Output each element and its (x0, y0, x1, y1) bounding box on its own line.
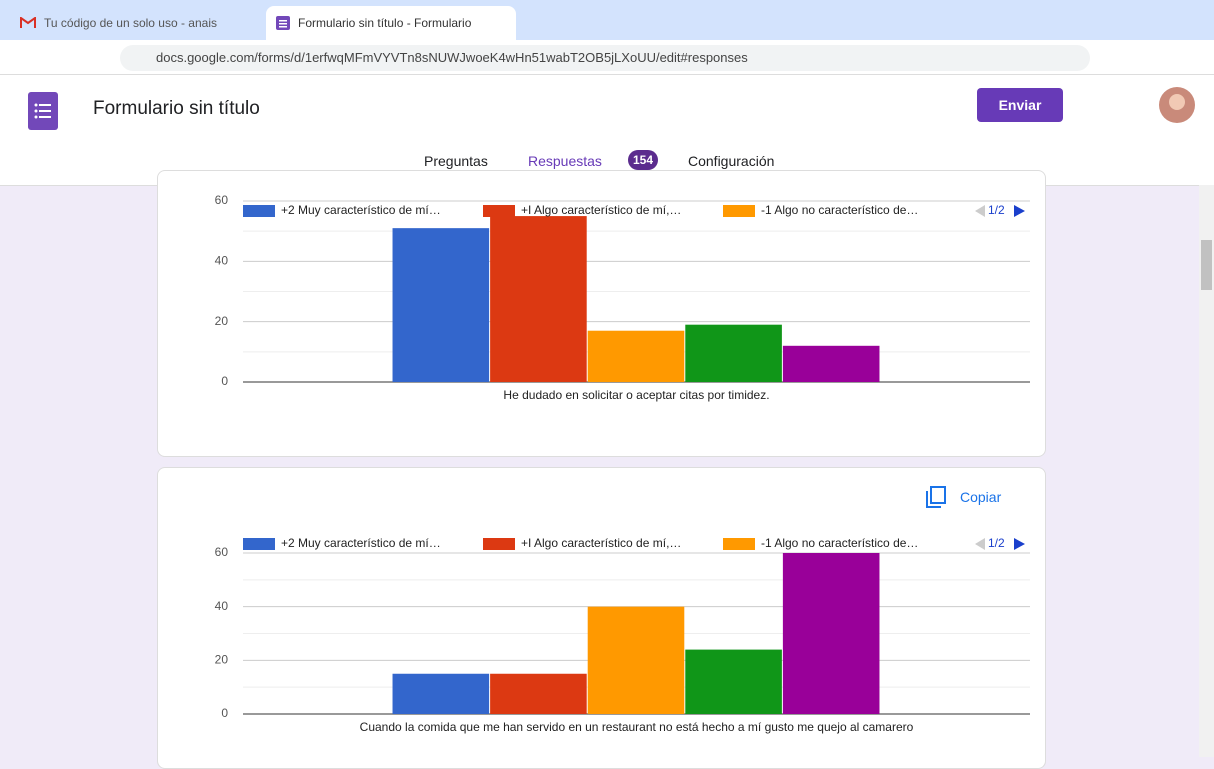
response-count: 154 (628, 150, 658, 170)
legend-next (1014, 205, 1025, 217)
bar (490, 216, 587, 382)
forms-icon (276, 16, 290, 30)
legend-label: +2 Muy característico de mí… (281, 536, 441, 550)
y-tick-label: 0 (221, 706, 228, 720)
browser-tab[interactable]: Tu código de un solo uso - anais (10, 6, 260, 40)
send-button[interactable]: Enviar (977, 88, 1063, 122)
y-tick-label: 40 (215, 254, 229, 268)
legend-page: 1/2 (988, 536, 1005, 550)
y-tick-label: 40 (215, 599, 229, 613)
bar (685, 325, 782, 382)
form-title: Formulario sin título (93, 98, 260, 120)
legend-prev (975, 205, 985, 217)
nav-tab-active[interactable]: Respuestas (528, 153, 602, 169)
bar (393, 674, 490, 714)
y-tick-label: 60 (215, 545, 229, 559)
legend-prev (975, 538, 985, 550)
legend-page: 1/2 (988, 203, 1005, 217)
nav-tab[interactable]: Configuración (688, 153, 774, 169)
bar (588, 331, 685, 382)
browser-tab-active[interactable]: Formulario sin título - Formulario (266, 6, 516, 40)
gmail-icon (20, 17, 36, 29)
y-tick-label: 20 (215, 314, 229, 328)
y-tick-label: 60 (215, 193, 229, 207)
legend-label: -1 Algo no característico de… (761, 203, 918, 217)
avatar[interactable] (1158, 86, 1196, 124)
form-logo (24, 92, 64, 132)
bar (783, 553, 880, 714)
scrollbar (1199, 185, 1214, 757)
legend-label: -1 Algo no característico de… (761, 536, 918, 550)
chart: 0 20 40 60 Cuando la comida que me han servi… (157, 467, 1045, 757)
tab-title: Tu código de un solo uso - anais (44, 16, 217, 30)
legend-label: +I Algo característico de mí,… (521, 203, 681, 217)
legend-label: +I Algo característico de mí,… (521, 536, 681, 550)
x-tick-label: Cuando la comida que me han servido en u… (360, 720, 914, 734)
legend-label: +2 Muy característico de mí… (281, 203, 441, 217)
bar (685, 650, 782, 714)
page: Tu código de un solo uso - anais Formula… (0, 0, 1214, 757)
legend-swatch (483, 538, 515, 550)
y-tick-label: 20 (215, 653, 229, 667)
legend-swatch (723, 205, 755, 217)
chart: 0 20 40 60 He dudado en solicitar o aceptar … (157, 185, 1045, 455)
nav-tab[interactable]: Preguntas (424, 153, 488, 169)
url-field[interactable]: docs.google.com/forms/d/1erfwqMFmVYVTn8s… (120, 45, 1090, 71)
legend-swatch (243, 205, 275, 217)
legend-swatch (483, 205, 515, 217)
legend-next (1014, 538, 1025, 550)
legend-swatch (243, 538, 275, 550)
tab-title: Formulario sin título - Formulario (298, 16, 471, 30)
y-tick-label: 0 (221, 374, 228, 388)
bar (783, 346, 880, 382)
x-tick-label: He dudado en solicitar o aceptar citas p… (503, 388, 769, 402)
legend-swatch (723, 538, 755, 550)
bar (588, 607, 685, 714)
bar (490, 674, 587, 714)
bar (393, 228, 490, 382)
scroll-thumb[interactable] (1201, 240, 1212, 290)
